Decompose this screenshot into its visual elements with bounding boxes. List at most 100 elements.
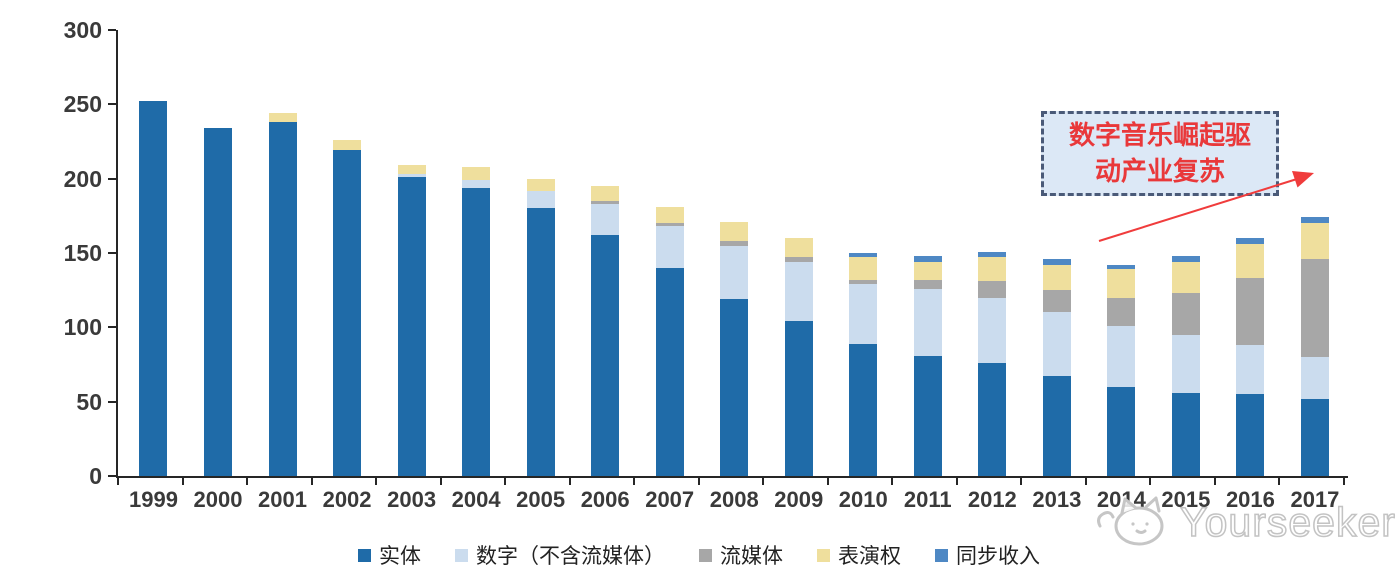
- bar-segment: [1236, 238, 1265, 245]
- bar-segment: [462, 180, 491, 188]
- y-axis-tick: [108, 177, 116, 180]
- x-axis-tick: [1213, 478, 1216, 485]
- annotation-text-line1: 数字音乐崛起驱: [1068, 120, 1251, 150]
- bar-segment: [1107, 297, 1136, 326]
- x-axis-label: 2007: [645, 487, 695, 512]
- legend-item: 流媒体: [699, 540, 783, 570]
- x-axis-label: 2015: [1161, 487, 1211, 512]
- x-axis-tick: [310, 478, 313, 485]
- legend-item: 同步收入: [935, 540, 1040, 570]
- bar-segment: [784, 321, 813, 476]
- x-axis-tick: [375, 478, 378, 485]
- x-axis-label: 2011: [903, 487, 952, 512]
- x-axis-label: 2000: [193, 487, 243, 512]
- bar-segment: [1300, 217, 1329, 224]
- bar-segment: [462, 166, 491, 181]
- watermark-text: Yourseeker: [1179, 498, 1396, 546]
- x-axis-tick: [1020, 478, 1023, 485]
- x-axis-tick: [955, 478, 958, 485]
- bar-segment: [1107, 264, 1136, 270]
- bar-segment: [397, 165, 426, 175]
- legend-swatch: [455, 548, 468, 562]
- x-axis-label: 2003: [387, 487, 437, 512]
- x-axis-tick: [117, 478, 119, 485]
- bar-segment: [913, 261, 942, 280]
- bar-segment: [333, 140, 362, 151]
- x-axis-label: 2013: [1032, 487, 1082, 512]
- legend-label: 实体: [379, 544, 421, 568]
- y-axis-tick-label: 250: [63, 91, 102, 118]
- bar-segment: [1042, 264, 1071, 291]
- bar-segment: [1236, 278, 1265, 346]
- bar-segment: [1042, 312, 1071, 377]
- bar-segment: [1171, 293, 1200, 335]
- legend-swatch: [358, 548, 371, 562]
- annotation-text-line2: 动产业复苏: [1094, 156, 1225, 186]
- bar-segment: [526, 178, 555, 191]
- x-axis-tick: [633, 478, 636, 485]
- bar-segment: [849, 279, 878, 285]
- y-axis-tick-label: 0: [89, 463, 102, 489]
- bar-segment: [978, 281, 1007, 298]
- y-axis-tick-label: 150: [63, 240, 102, 266]
- bar-segment: [655, 267, 684, 476]
- bar-segment: [849, 284, 878, 344]
- y-axis-tick: [108, 400, 116, 403]
- bar-segment: [139, 101, 168, 476]
- y-axis-tick-label: 50: [76, 388, 102, 415]
- x-axis-tick: [439, 478, 442, 485]
- bar-segment: [1300, 357, 1329, 399]
- bar-segment: [1300, 398, 1329, 476]
- bar-segment: [462, 187, 491, 476]
- x-axis-label: 2017: [1290, 487, 1340, 512]
- y-axis-tick-label: 100: [63, 314, 102, 341]
- y-axis-line: [116, 30, 118, 478]
- bar-segment: [913, 255, 942, 262]
- bar-segment: [591, 235, 620, 476]
- x-axis-tick: [1149, 478, 1152, 485]
- bar-segment: [849, 343, 878, 476]
- bar-segment: [526, 190, 555, 209]
- bar-segment: [526, 208, 555, 476]
- x-axis-label: 2010: [838, 487, 888, 512]
- x-axis-label: 2009: [774, 487, 824, 512]
- watermark: Yourseeker: [1094, 496, 1396, 548]
- bar-segment: [1171, 255, 1200, 262]
- bar-segment: [1300, 258, 1329, 358]
- bar-segment: [655, 206, 684, 224]
- bar-segment: [397, 177, 426, 476]
- legend-label: 同步收入: [956, 544, 1040, 568]
- bar-segment: [784, 257, 813, 262]
- annotation-callout: 数字音乐崛起驱 动产业复苏: [1041, 111, 1279, 196]
- bar-segment: [1171, 261, 1200, 294]
- x-axis-label: 2004: [451, 487, 501, 512]
- y-axis-tick: [108, 103, 116, 106]
- bar-segment: [591, 203, 620, 236]
- bar-segment: [1171, 392, 1200, 476]
- x-axis-line: [116, 476, 1348, 478]
- chart-legend: 实体 数字（不含流媒体） 流媒体 表演权 同步收入: [0, 540, 1398, 570]
- x-axis-label: 2001: [258, 487, 307, 512]
- bar-segment: [913, 288, 942, 356]
- legend-swatch: [699, 548, 712, 562]
- bar-segment: [1171, 334, 1200, 393]
- legend-item: 表演权: [817, 540, 901, 570]
- x-axis-label: 2006: [580, 487, 630, 512]
- y-axis-tick-label: 300: [63, 17, 102, 43]
- bar-segment: [591, 186, 620, 201]
- x-axis-tick: [826, 478, 829, 485]
- bar-segment: [333, 150, 362, 476]
- bar-segment: [1236, 345, 1265, 395]
- bar-segment: [655, 223, 684, 227]
- y-axis-tick: [108, 326, 116, 329]
- x-axis-label: 2008: [709, 487, 759, 512]
- bar-segment: [978, 251, 1007, 258]
- x-axis-tick: [1343, 478, 1345, 485]
- bar-segment: [720, 221, 749, 242]
- bar-segment: [784, 238, 813, 258]
- legend-swatch: [817, 548, 830, 562]
- x-axis-tick: [697, 478, 700, 485]
- bar-segment: [913, 355, 942, 476]
- bar-segment: [720, 299, 749, 476]
